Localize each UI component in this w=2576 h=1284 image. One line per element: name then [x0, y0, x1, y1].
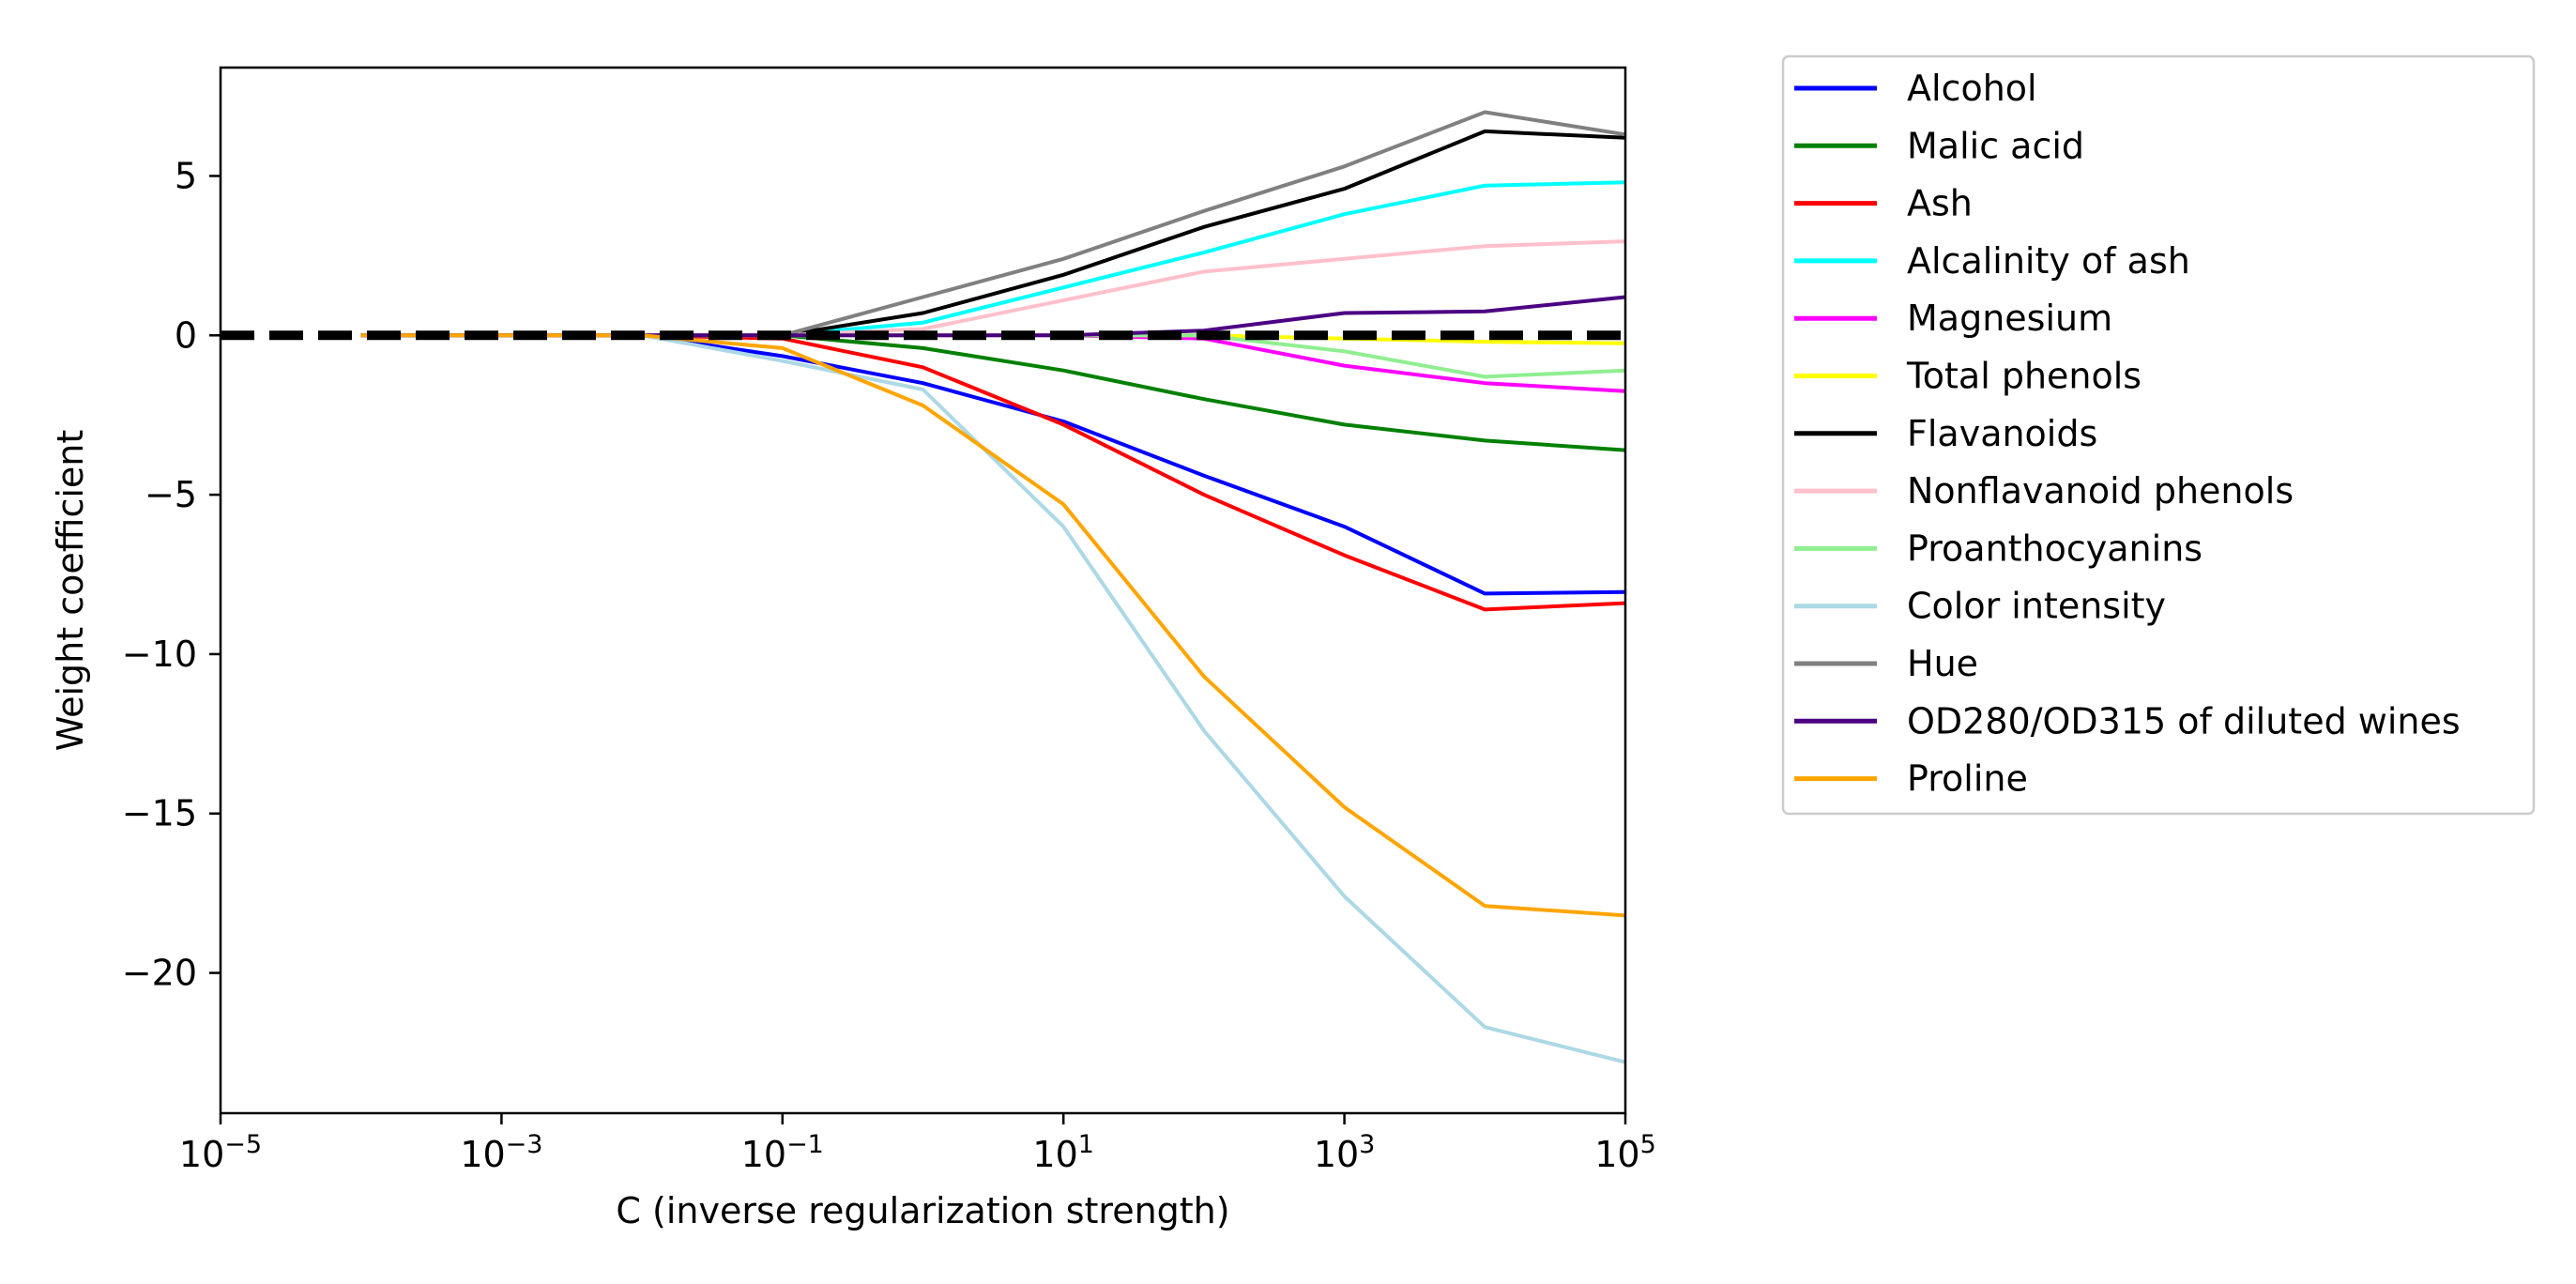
legend-label: Color intensity: [1907, 586, 2166, 627]
legend-label: Alcohol: [1907, 68, 2037, 109]
y-tick-label: −5: [145, 474, 197, 515]
plot-frame: [219, 66, 1627, 1115]
y-axis-label: Weight coefficient: [50, 430, 91, 752]
legend-item: Total phenols: [1794, 356, 2142, 397]
x-axis-ticks: 10−5 10−3 10−1 101 103 105: [179, 1113, 1656, 1175]
legend-items: Alcohol Malic acid Ash Alcalinity of ash Mag…: [1794, 68, 2461, 800]
x-tick-label: 10−3: [460, 1130, 542, 1175]
legend-item: Alcalinity of ash: [1794, 240, 2190, 282]
legend-item: Malic acid: [1794, 125, 2084, 166]
legend-label: Hue: [1907, 643, 1978, 684]
legend-label: Nonflavanoid phenols: [1907, 470, 2294, 512]
legend-label: Total phenols: [1906, 356, 2142, 397]
legend-item: Ash: [1794, 183, 1973, 224]
legend-label: Flavanoids: [1907, 413, 2097, 454]
legend-item: Magnesium: [1794, 298, 2112, 339]
x-tick-label: 101: [1032, 1130, 1094, 1175]
legend-label: OD280/OD315 of diluted wines: [1907, 700, 2461, 741]
y-tick-label: 5: [175, 155, 197, 196]
legend: Alcohol Malic acid Ash Alcalinity of ash Mag…: [1781, 54, 2536, 816]
x-tick-label: 10−5: [179, 1130, 262, 1175]
legend-item: Proanthocyanins: [1794, 527, 2203, 569]
x-tick-label: 105: [1594, 1130, 1656, 1175]
y-tick-label: −10: [122, 634, 197, 675]
legend-label: Ash: [1907, 183, 1973, 224]
legend-label: Proanthocyanins: [1907, 527, 2203, 569]
legend-item: Nonflavanoid phenols: [1794, 470, 2294, 512]
x-axis-label: C (inverse regularization strength): [616, 1190, 1229, 1231]
legend-frame: [1781, 54, 2536, 816]
y-tick-label: 0: [175, 314, 197, 356]
legend-item: OD280/OD315 of diluted wines: [1794, 700, 2461, 741]
legend-label: Magnesium: [1907, 298, 2112, 339]
legend-item: Color intensity: [1794, 586, 2166, 627]
y-tick-label: −15: [122, 793, 197, 834]
y-axis-ticks: 5 0 −5 −10 −15 −20: [122, 155, 221, 994]
legend-label: Malic acid: [1907, 125, 2084, 166]
legend-item: Proline: [1794, 758, 2028, 800]
x-tick-label: 103: [1314, 1130, 1376, 1175]
legend-item: Hue: [1794, 643, 1978, 684]
x-tick-label: 10−1: [741, 1130, 824, 1175]
legend-label: Proline: [1907, 758, 2028, 800]
y-tick-label: −20: [122, 953, 197, 994]
legend-label: Alcalinity of ash: [1907, 240, 2190, 282]
legend-item: Flavanoids: [1794, 413, 2097, 454]
legend-item: Alcohol: [1794, 68, 2037, 109]
